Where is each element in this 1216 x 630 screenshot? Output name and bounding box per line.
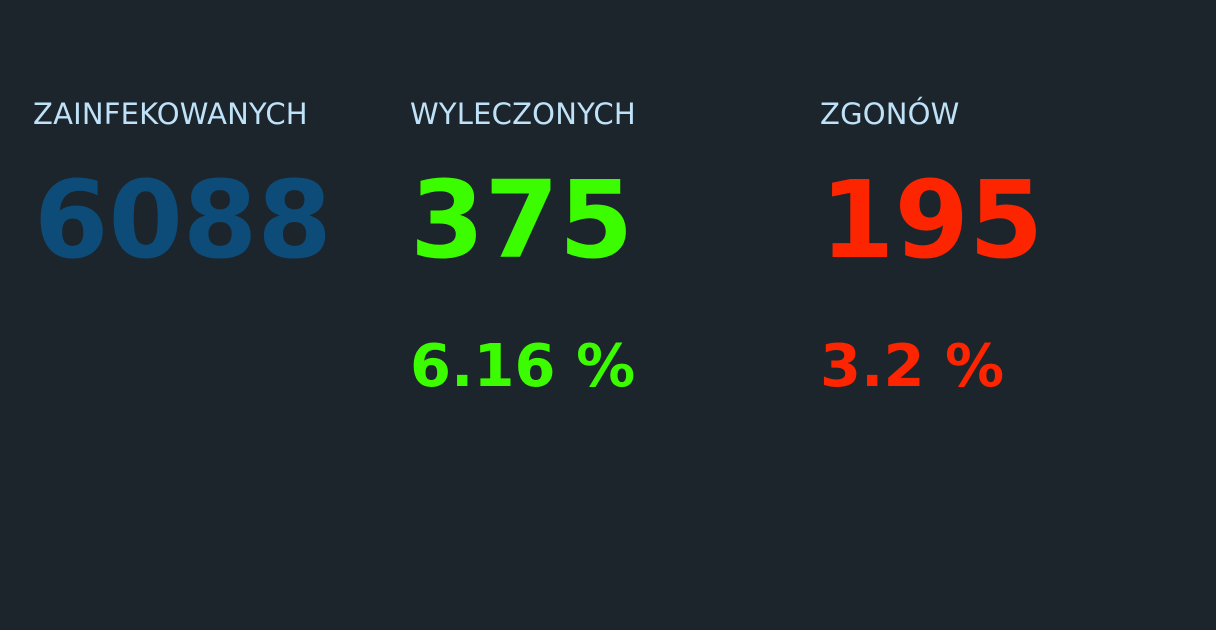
deaths-count: 195	[820, 159, 1044, 283]
infected-label: ZAINFEKOWANYCH	[33, 97, 308, 131]
deaths-percent: 3.2 %	[820, 331, 1005, 400]
deaths-label: ZGONÓW	[820, 97, 960, 131]
recovered-percent: 6.16 %	[410, 331, 636, 400]
infected-count: 6088	[34, 159, 332, 283]
recovered-count: 375	[410, 159, 634, 283]
recovered-label: WYLECZONYCH	[410, 97, 636, 131]
